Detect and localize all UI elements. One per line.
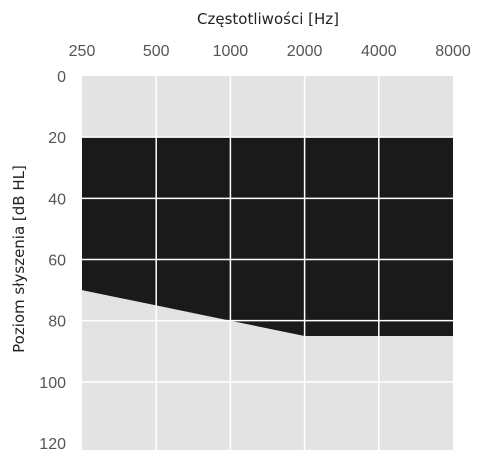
- y-tick-label: 60: [48, 253, 66, 270]
- x-tick-label: 1000: [213, 43, 249, 60]
- y-tick-label: 40: [48, 191, 66, 208]
- hearing-range-band: [82, 137, 453, 336]
- y-tick-label: 100: [39, 375, 66, 392]
- x-tick-labels: 250 500 1000 2000 4000 8000: [69, 43, 471, 60]
- y-tick-label: 20: [48, 130, 66, 147]
- x-tick-label: 500: [143, 43, 170, 60]
- y-axis-title: Poziom słyszenia [dB HL]: [10, 165, 28, 353]
- x-axis-title: Częstotliwości [Hz]: [197, 10, 339, 28]
- y-tick-label: 80: [48, 314, 66, 331]
- x-tick-label: 2000: [287, 43, 323, 60]
- y-tick-label: 0: [57, 69, 66, 86]
- x-tick-label: 4000: [361, 43, 397, 60]
- x-tick-label: 250: [69, 43, 96, 60]
- grid-lines: [82, 76, 453, 450]
- x-tick-label: 8000: [435, 43, 471, 60]
- y-tick-label: 120: [39, 436, 66, 450]
- y-tick-labels: 0 20 40 60 80 100 120: [39, 69, 66, 450]
